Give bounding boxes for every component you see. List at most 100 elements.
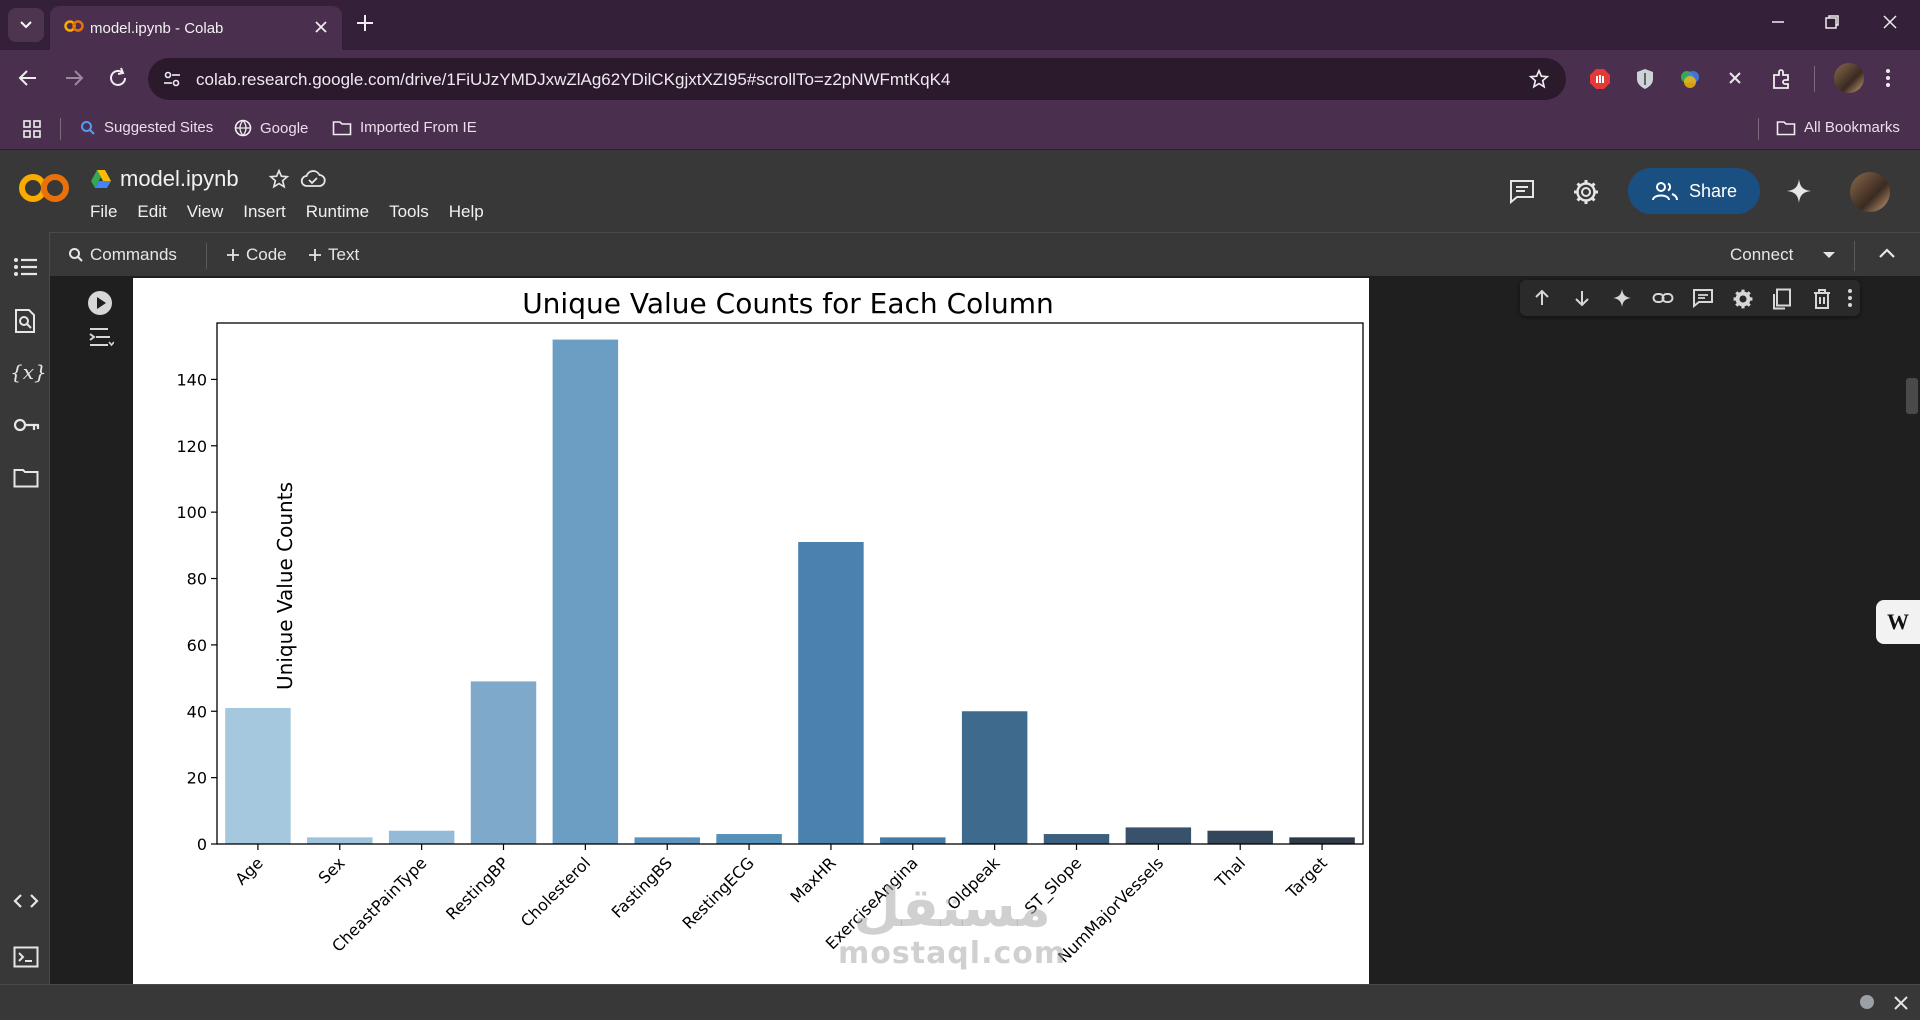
folder-icon [1776, 120, 1796, 135]
plus-icon [227, 249, 239, 261]
star-icon[interactable] [268, 168, 290, 190]
commands-button[interactable]: Commands [68, 245, 177, 265]
site-info-icon[interactable] [162, 69, 182, 89]
all-bookmarks[interactable]: All Bookmarks [1776, 119, 1900, 136]
delete-cell-icon[interactable] [1812, 288, 1832, 310]
toolbar-divider [206, 243, 207, 269]
find-replace-icon[interactable] [13, 308, 37, 334]
account-avatar[interactable] [1850, 172, 1890, 212]
share-button[interactable]: Share [1628, 168, 1760, 214]
profile-avatar[interactable] [1834, 63, 1864, 93]
new-tab-icon[interactable] [354, 12, 376, 34]
bar-fastingbs [634, 837, 700, 844]
bookmarks-divider [60, 118, 61, 140]
cell-settings-gear-icon[interactable] [1732, 288, 1754, 310]
comment-icon[interactable] [1692, 288, 1714, 308]
cloud-saved-icon[interactable] [300, 169, 326, 189]
menu-insert[interactable]: Insert [243, 202, 286, 221]
run-cell-icon[interactable] [87, 290, 113, 316]
add-text-button[interactable]: Text [308, 245, 359, 265]
color-extension-icon[interactable] [1678, 67, 1702, 91]
add-code-button[interactable]: Code [226, 245, 287, 265]
bar-target [1289, 837, 1355, 844]
comment-icon[interactable] [1508, 178, 1536, 204]
runtime-status-indicator[interactable] [1860, 995, 1874, 1009]
y-tick-label: 80 [187, 570, 207, 589]
bar-cholesterol [552, 339, 619, 844]
more-vert-icon[interactable] [1846, 288, 1854, 308]
cell-output: Unique Value Counts for Each Column Uniq… [133, 278, 1369, 984]
move-cell-down-icon[interactable] [1572, 288, 1592, 308]
menu-edit[interactable]: Edit [137, 202, 167, 221]
adblock-extension-icon[interactable] [1588, 67, 1612, 91]
y-tick-label: 100 [176, 503, 207, 522]
x-extension-icon[interactable] [1724, 67, 1746, 89]
gemini-sparkle-icon[interactable] [1786, 178, 1812, 204]
close-icon[interactable] [1892, 994, 1910, 1012]
link-icon[interactable] [1652, 288, 1674, 308]
connect-button[interactable]: Connect [1730, 245, 1794, 264]
toolbar-divider [1814, 66, 1815, 92]
x-tick-label: RestingBP [442, 853, 512, 923]
x-tick-label: Thal [1211, 853, 1249, 891]
browser-tab-active[interactable]: model.ipynb - Colab [50, 6, 342, 50]
x-tick-label: Sex [315, 853, 349, 887]
url-text[interactable]: colab.research.google.com/drive/1FiUJzYM… [196, 70, 951, 89]
table-of-contents-icon[interactable] [13, 256, 39, 278]
x-tick-label: Target [1282, 853, 1331, 902]
more-vert-icon[interactable] [1884, 67, 1892, 89]
w-extension-widget[interactable]: W [1876, 600, 1920, 644]
secrets-key-icon[interactable] [13, 416, 41, 434]
menu-file[interactable]: File [90, 202, 118, 221]
connect-dropdown-icon[interactable] [1822, 251, 1836, 259]
browser-tab-strip: model.ipynb - Colab [0, 0, 1920, 50]
notebook-title[interactable]: model.ipynb [120, 166, 239, 191]
address-bar[interactable]: colab.research.google.com/drive/1FiUJzYM… [148, 58, 1566, 100]
close-tab-icon[interactable] [312, 18, 330, 36]
plot-frame [216, 322, 1364, 845]
status-bar [0, 984, 1920, 1020]
back-arrow-icon[interactable] [16, 66, 40, 90]
bar-age [225, 707, 291, 844]
menu-view[interactable]: View [186, 202, 224, 221]
code-snippets-icon[interactable] [13, 892, 39, 910]
bookmark-imported-from-ie[interactable]: Imported From IE [332, 119, 477, 136]
reload-icon[interactable] [106, 66, 130, 90]
close-window-icon[interactable] [1880, 12, 1900, 32]
y-tick-label: 60 [187, 636, 207, 655]
bar-maxhr [798, 542, 864, 844]
shield-extension-icon[interactable] [1634, 67, 1656, 91]
terminal-icon[interactable] [13, 946, 39, 968]
x-tick-label: ST_Slope [1021, 853, 1086, 918]
apps-grid-icon[interactable] [22, 119, 42, 139]
tab-search-button[interactable] [8, 8, 44, 42]
x-tick-label: MaxHR [787, 853, 840, 906]
menu-tools[interactable]: Tools [389, 202, 429, 221]
forward-arrow-icon[interactable] [62, 66, 86, 90]
bookmark-star-icon[interactable] [1528, 68, 1550, 90]
globe-icon [234, 119, 252, 137]
variables-icon[interactable]: {x} [10, 360, 47, 384]
move-cell-up-icon[interactable] [1532, 288, 1552, 308]
files-folder-icon[interactable] [13, 468, 39, 488]
minimize-icon[interactable] [1768, 12, 1788, 32]
bookmark-suggested-sites[interactable]: Suggested Sites [80, 119, 213, 136]
collapse-header-icon[interactable] [1878, 247, 1896, 259]
menu-runtime[interactable]: Runtime [305, 202, 370, 221]
restore-icon[interactable] [1822, 12, 1842, 32]
cell-output-menu-icon[interactable] [88, 326, 114, 348]
bar-sex [307, 837, 373, 844]
google-drive-icon[interactable] [90, 169, 112, 189]
scrollbar-thumb[interactable] [1906, 378, 1918, 414]
bar-oldpeak [961, 711, 1028, 844]
bookmark-google[interactable]: Google [234, 119, 308, 137]
mirror-cell-icon[interactable] [1772, 288, 1792, 310]
x-tick-label: FastingBS [608, 853, 676, 921]
menu-help[interactable]: Help [448, 202, 484, 221]
gemini-sparkle-icon[interactable] [1612, 288, 1632, 308]
y-tick-label: 140 [176, 370, 207, 389]
colab-logo-icon[interactable] [18, 168, 70, 208]
extensions-puzzle-icon[interactable] [1770, 67, 1794, 91]
settings-gear-icon[interactable] [1572, 178, 1600, 206]
